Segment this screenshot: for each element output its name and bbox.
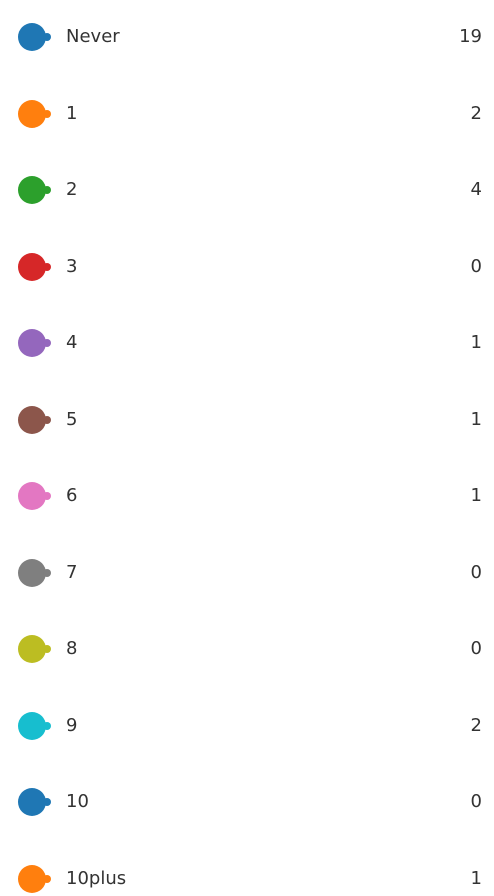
legend-count: 1 xyxy=(470,408,482,430)
legend-dot xyxy=(18,864,51,893)
legend-count: 19 xyxy=(459,26,482,47)
legend-dot xyxy=(18,23,51,51)
legend-label: 6 xyxy=(66,485,78,506)
legend-label: 5 xyxy=(66,408,78,430)
legend-label: 3 xyxy=(66,255,78,277)
legend-label: 2 xyxy=(66,179,78,200)
legend-dot xyxy=(18,558,51,587)
legend-count: 0 xyxy=(470,255,482,277)
legend-count: 0 xyxy=(470,561,482,583)
legend-count: 1 xyxy=(470,332,482,353)
legend-dot xyxy=(18,482,51,510)
legend-label: Never xyxy=(66,26,120,47)
legend-count: 4 xyxy=(470,179,482,200)
legend-row: 10plus 1 xyxy=(0,859,494,896)
legend-count: 2 xyxy=(470,714,482,736)
legend-dot xyxy=(18,788,51,816)
legend-count: 2 xyxy=(470,102,482,124)
legend-label: 10 xyxy=(66,791,89,812)
legend-count: 0 xyxy=(470,638,482,659)
legend-count: 0 xyxy=(470,791,482,812)
legend-label: 8 xyxy=(66,638,78,659)
legend-label: 10plus xyxy=(66,867,127,889)
legend-row: Never 19 xyxy=(0,17,494,57)
legend-count: 1 xyxy=(470,485,482,506)
legend-label: 9 xyxy=(66,714,78,736)
legend-label: 4 xyxy=(66,332,78,353)
legend-dot xyxy=(18,711,51,740)
legend-label: 7 xyxy=(66,561,78,583)
legend-dot xyxy=(18,405,51,434)
legend-count: 1 xyxy=(470,867,482,889)
legend-label: 1 xyxy=(66,102,78,124)
legend-dot xyxy=(18,176,51,204)
legend-dot xyxy=(18,252,51,281)
legend-dot xyxy=(18,329,51,357)
legend-dot xyxy=(18,635,51,663)
legend-dot xyxy=(18,99,51,128)
legend-row: 10 0 xyxy=(0,782,494,822)
